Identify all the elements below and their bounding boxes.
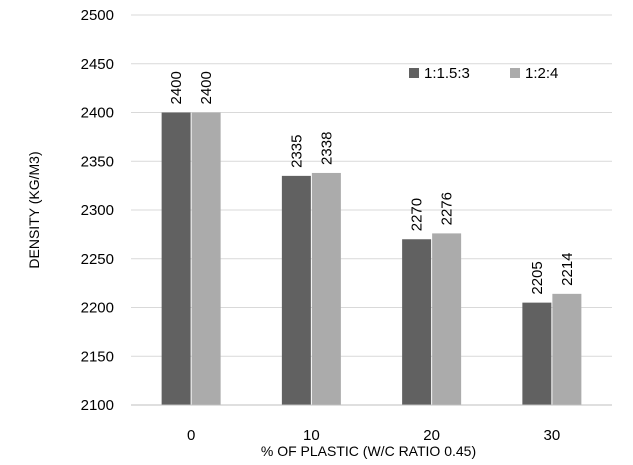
legend-swatch: [510, 68, 520, 78]
legend-label: 1:2:4: [525, 65, 558, 82]
x-axis-ticks: 0 10 20 30: [187, 427, 560, 444]
y-tick-label: 2200: [81, 300, 114, 317]
data-label: 2276: [439, 192, 456, 225]
bar: [522, 302, 552, 405]
y-tick-label: 2300: [81, 202, 114, 219]
x-tick-label: 10: [303, 427, 320, 444]
data-labels: 2400 2400 2335 2338 2270 2276 2205 2214: [168, 71, 576, 295]
legend-label: 1:1.5:3: [424, 65, 470, 82]
x-tick-label: 30: [544, 427, 561, 444]
bars: [161, 112, 582, 405]
data-label: 2214: [559, 252, 576, 285]
y-tick-label: 2250: [81, 251, 114, 268]
data-label: 2400: [198, 71, 215, 104]
data-label: 2205: [529, 261, 546, 294]
bar: [402, 239, 432, 405]
bar: [191, 112, 221, 405]
x-tick-label: 20: [423, 427, 440, 444]
legend-swatch: [409, 68, 419, 78]
data-label: 2335: [288, 135, 305, 168]
bar: [281, 175, 311, 405]
y-tick-label: 2450: [81, 56, 114, 73]
data-label: 2400: [168, 71, 185, 104]
y-tick-label: 2400: [81, 105, 114, 122]
data-label: 2270: [409, 198, 426, 231]
bar: [552, 293, 582, 405]
data-label: 2338: [318, 132, 335, 165]
y-axis-title: DENSITY (KG/M3): [26, 151, 42, 268]
bar: [311, 172, 341, 405]
y-tick-label: 2500: [81, 7, 114, 24]
y-tick-label: 2150: [81, 348, 114, 365]
bar: [161, 112, 191, 405]
y-tick-label: 2350: [81, 153, 114, 170]
legend: 1:1.5:3 1:2:4: [409, 65, 558, 82]
x-tick-label: 0: [187, 427, 195, 444]
x-axis-title: % OF PLASTIC (W/C RATIO 0.45): [261, 443, 476, 459]
y-tick-label: 2100: [81, 397, 114, 414]
bar: [432, 233, 462, 405]
y-axis-ticks: 2100 2150 2200 2250 2300 2350 2400 2450 2500: [81, 7, 114, 414]
